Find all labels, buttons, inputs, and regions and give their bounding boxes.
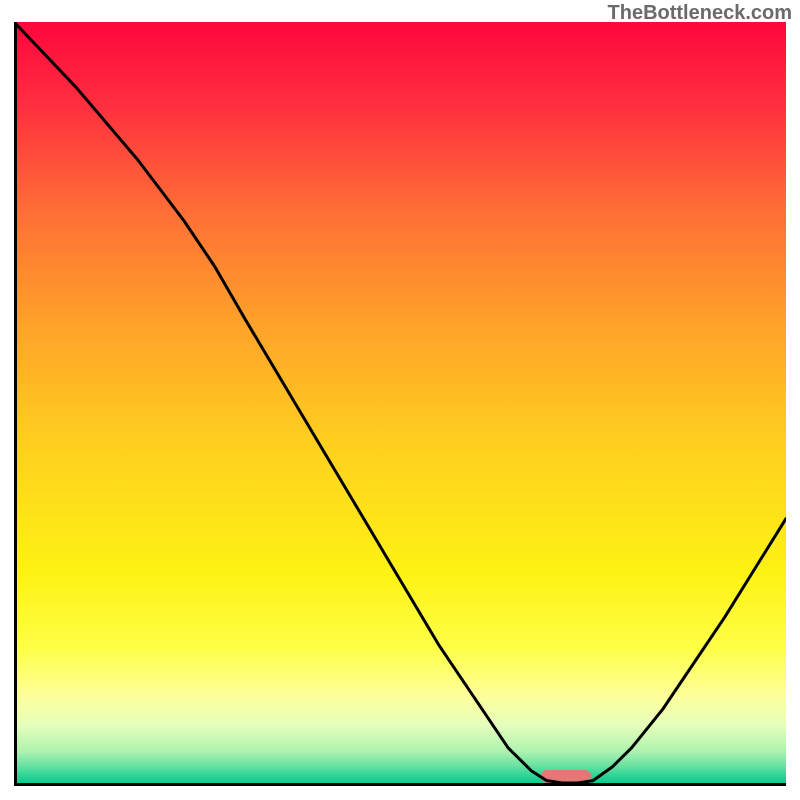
bottleneck-curve <box>14 22 786 783</box>
curve-overlay <box>14 22 786 786</box>
chart-plot-area <box>14 22 786 786</box>
y-axis-line <box>14 22 17 786</box>
watermark-text: TheBottleneck.com <box>608 2 792 25</box>
x-axis-line <box>14 783 786 786</box>
